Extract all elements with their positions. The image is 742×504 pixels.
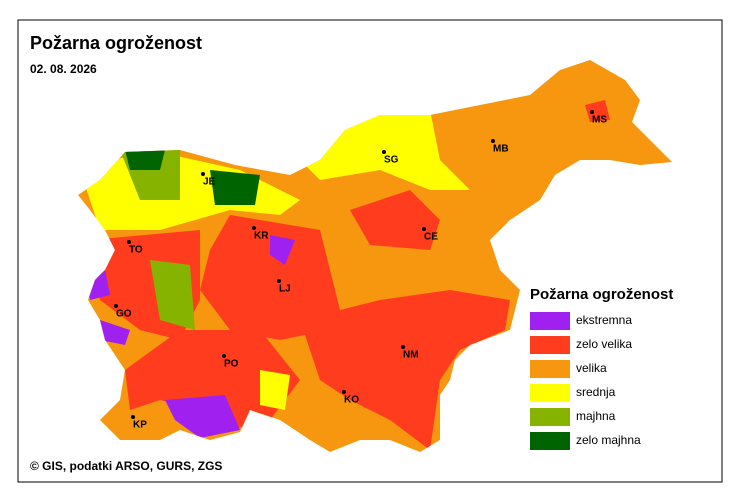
legend-swatch bbox=[530, 312, 570, 330]
map-date: 02. 08. 2026 bbox=[30, 62, 97, 76]
legend-title: Požarna ogroženost bbox=[530, 286, 673, 303]
city-label: KR bbox=[254, 231, 269, 242]
city-label: JE bbox=[203, 177, 216, 188]
city-dot bbox=[127, 240, 131, 244]
city-dot bbox=[277, 279, 281, 283]
city-label: TO bbox=[129, 245, 143, 256]
city-dot bbox=[342, 390, 346, 394]
legend-label: zelo majhna bbox=[576, 433, 641, 447]
city-dot bbox=[422, 227, 426, 231]
city-label: PO bbox=[224, 359, 239, 370]
legend-swatch bbox=[530, 408, 570, 426]
city-dot bbox=[131, 415, 135, 419]
city-label: SG bbox=[384, 155, 399, 166]
city-label: MS bbox=[592, 115, 607, 126]
legend-label: majhna bbox=[576, 409, 616, 423]
legend-swatch bbox=[530, 384, 570, 402]
city-dot bbox=[382, 150, 386, 154]
legend-label: velika bbox=[576, 361, 607, 375]
city-label: LJ bbox=[279, 284, 291, 295]
city-label: KP bbox=[133, 420, 147, 431]
city-label: GO bbox=[116, 309, 132, 320]
city-dot bbox=[201, 172, 205, 176]
legend: ekstremna zelo velika velika srednja majhna z… bbox=[530, 312, 641, 450]
legend-label: zelo velika bbox=[576, 337, 632, 351]
legend-swatch bbox=[530, 360, 570, 378]
city-label: KO bbox=[344, 395, 359, 406]
legend-label: srednja bbox=[576, 385, 616, 399]
city-label: CE bbox=[424, 232, 438, 243]
legend-swatch bbox=[530, 432, 570, 450]
city-dot bbox=[491, 139, 495, 143]
legend-swatch bbox=[530, 336, 570, 354]
cities: JE TO KR LJ GO PO KP KO NM CE SG MB MS bbox=[114, 110, 607, 431]
city-dot bbox=[252, 226, 256, 230]
map-title: Požarna ogroženost bbox=[30, 33, 202, 53]
city-dot bbox=[114, 304, 118, 308]
city-dot bbox=[590, 110, 594, 114]
city-label: MB bbox=[493, 144, 509, 155]
city-label: NM bbox=[403, 350, 419, 361]
legend-label: ekstremna bbox=[576, 313, 632, 327]
city-dot bbox=[222, 354, 226, 358]
city-dot bbox=[401, 345, 405, 349]
copyright: © GIS, podatki ARSO, GURS, ZGS bbox=[30, 459, 222, 473]
